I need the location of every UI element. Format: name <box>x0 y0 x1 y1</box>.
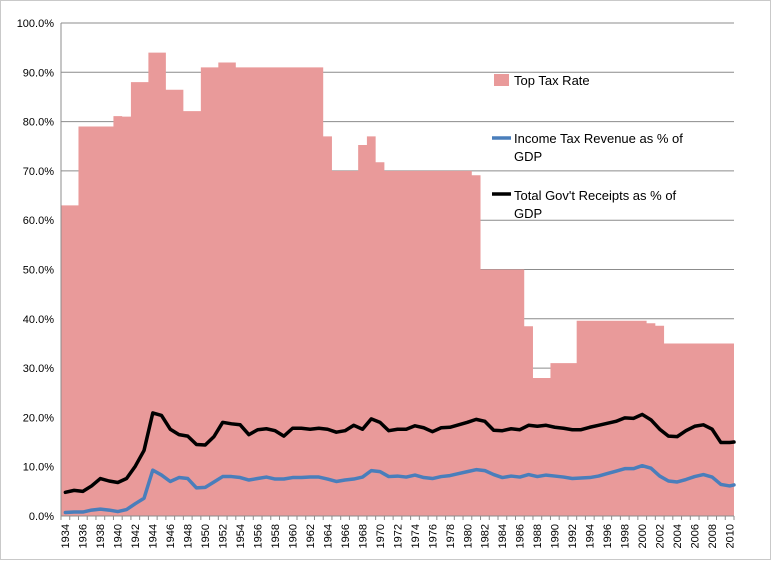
x-tick-label: 1954 <box>235 524 247 548</box>
x-tick-label: 1984 <box>497 524 509 548</box>
legend-label-income-tax-revenue: Income Tax Revenue as % of GDP <box>514 131 683 164</box>
legend-label-total-receipts: Total Gov't Receipts as % of GDP <box>514 188 677 221</box>
x-tick-label: 1982 <box>480 524 492 548</box>
legend-swatch-top-tax-rate <box>494 74 509 86</box>
x-tick-label: 2010 <box>724 524 736 548</box>
y-tick-label: 80.0% <box>23 117 54 129</box>
x-tick-label: 1964 <box>322 524 334 548</box>
y-tick-label: 70.0% <box>23 166 54 178</box>
x-tick-label: 1938 <box>95 524 107 548</box>
x-tick-label: 1972 <box>392 524 404 548</box>
y-tick-label: 20.0% <box>23 412 54 424</box>
x-tick-label: 1990 <box>550 524 562 548</box>
x-tick-label: 2004 <box>672 524 684 548</box>
x-tick-label: 1986 <box>515 524 527 548</box>
x-tick-label: 1952 <box>218 524 230 548</box>
x-tick-label: 1980 <box>462 524 474 548</box>
y-tick-label: 100.0% <box>17 18 55 30</box>
x-tick-label: 1988 <box>532 524 544 548</box>
x-tick-label: 1936 <box>78 524 90 548</box>
x-tick-label: 1960 <box>287 524 299 548</box>
x-tick-label: 1994 <box>585 524 597 548</box>
x-tick-label: 1970 <box>375 524 387 548</box>
x-tick-label: 1950 <box>200 524 212 548</box>
x-tick-label: 2008 <box>707 524 719 548</box>
x-tick-label: 1946 <box>165 524 177 548</box>
line-layer <box>63 411 736 515</box>
y-tick-label: 90.0% <box>23 67 54 79</box>
area-layer <box>61 52 734 516</box>
area-top-tax-rate <box>61 52 734 516</box>
x-tick-label: 2000 <box>637 524 649 548</box>
x-tick-label: 2002 <box>655 524 667 548</box>
line-income-tax-revenue <box>63 463 736 515</box>
x-tick-label: 1978 <box>445 524 457 548</box>
y-tick-label: 50.0% <box>23 265 54 277</box>
x-tick-label: 1958 <box>270 524 282 548</box>
x-tick-label: 1974 <box>410 524 422 548</box>
legend-label-top-tax-rate: Top Tax Rate <box>514 73 590 88</box>
x-tick-label: 1956 <box>253 524 265 548</box>
y-tick-label: 30.0% <box>23 363 54 375</box>
y-axis-ticks: 0.0% 10.0% 20.0% 30.0% 40.0% 50.0% 60.0% 70.0% 8… <box>17 18 55 523</box>
x-tick-label: 1996 <box>602 524 614 548</box>
x-tick-label: 1992 <box>567 524 579 548</box>
x-tick-label: 1944 <box>148 524 160 548</box>
axes <box>60 23 735 520</box>
y-tick-label: 10.0% <box>23 462 54 474</box>
x-tick-label: 1968 <box>357 524 369 548</box>
x-tick-label: 1976 <box>427 524 439 548</box>
x-tick-label: 1966 <box>340 524 352 548</box>
x-tick-label: 1998 <box>620 524 632 548</box>
x-tick-label: 1948 <box>183 524 195 548</box>
y-tick-label: 60.0% <box>23 215 54 227</box>
line-total-receipts <box>63 411 736 495</box>
legend: Top Tax Rate Income Tax Revenue as % of GD… <box>492 73 683 221</box>
x-tick-label: 1940 <box>113 524 125 548</box>
x-tick-label: 1962 <box>305 524 317 548</box>
x-axis-ticks: 1934 1936 1938 1940 1942 1944 1946 1948 1950 1952… <box>60 524 736 548</box>
x-tick-label: 1942 <box>130 524 142 548</box>
x-tick-label: 2006 <box>690 524 702 548</box>
y-tick-label: 40.0% <box>23 314 54 326</box>
y-tick-label: 0.0% <box>29 511 54 523</box>
x-tick-label: 1934 <box>60 524 72 548</box>
